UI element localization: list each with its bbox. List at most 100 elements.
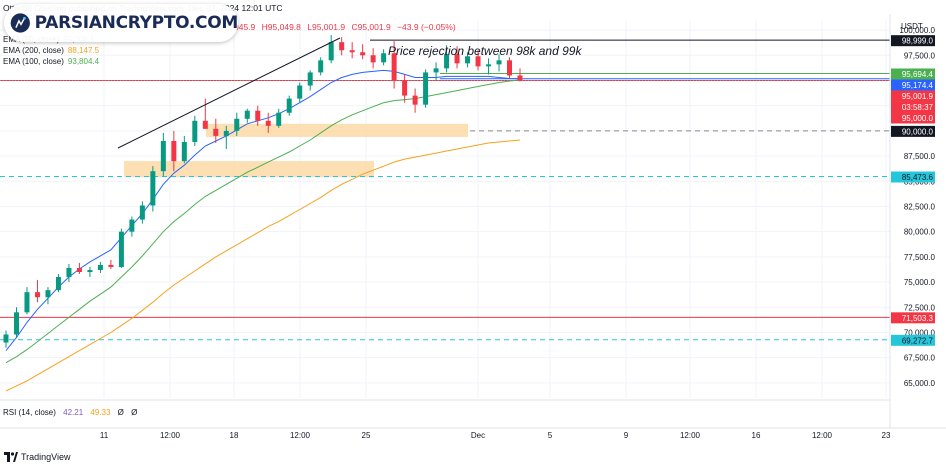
candle-body-6 (66, 267, 72, 278)
candle-body-14 (150, 171, 156, 206)
ema-lines (5, 69, 521, 392)
price-tick-label-7: 82,500.0 (904, 202, 936, 211)
price-tick-label-1: 67,500.0 (904, 354, 936, 363)
price-tick-label-2: 70,000.0 (904, 328, 936, 337)
price-label-bg-7 (891, 312, 935, 324)
price-tick-label-0: 65,000.0 (904, 379, 936, 388)
candle-body-31 (328, 42, 334, 61)
candle-body-42 (444, 54, 450, 69)
price-label-bg-1 (891, 68, 935, 80)
candle-body-22 (234, 118, 240, 131)
candle-body-49 (517, 75, 523, 81)
ema-legend-100[interactable]: EMA (100, close) 93,804.4 (3, 57, 100, 66)
price-label-0: 98,999.0 (902, 37, 934, 46)
candle-body-13 (139, 205, 145, 220)
candle-body-48 (507, 60, 513, 76)
annotation-text[interactable]: Price rejection between 98k and 99k (388, 44, 582, 58)
parsiancrypto-watermark: PARSIANCRYPTO.COM (4, 4, 238, 42)
candle-body-35 (370, 55, 376, 63)
candle-body-7 (76, 267, 82, 272)
candle-body-11 (118, 231, 124, 267)
candle-body-44 (465, 56, 471, 64)
candle-body-24 (255, 110, 261, 121)
candles (3, 35, 523, 348)
candle-body-28 (297, 85, 303, 99)
ohlc-change: −43.9 (−0.05%) (397, 22, 456, 32)
candle-body-41 (433, 68, 439, 73)
currency-label[interactable]: USDT (901, 22, 923, 31)
rsi-legend[interactable]: RSI (14, close) 42.21 49.33 Ø Ø (3, 408, 138, 417)
candle-body-36 (381, 53, 387, 63)
price-label-bg-5 (891, 125, 935, 137)
price-label-7: 71,503.3 (902, 314, 934, 323)
price-label-4: 95,000.0 (902, 114, 934, 123)
support-zone-1 (124, 161, 374, 178)
time-tick-label-5: Dec (471, 431, 485, 440)
candle-body-3 (34, 292, 40, 298)
candle-body-19 (202, 120, 208, 129)
candle-body-17 (181, 141, 187, 162)
support-zone-0 (206, 123, 468, 137)
price-label-bg-6 (891, 171, 935, 183)
candle-body-40 (423, 72, 429, 105)
candle-body-47 (496, 60, 502, 65)
time-tick-label-6: 5 (548, 431, 553, 440)
time-tick-label-3: 12:00 (290, 431, 311, 440)
price-tick-label-3: 72,500.0 (904, 303, 936, 312)
ohlc-readout: 045.9 H95,049.8 L95,001.9 C95,001.9 −43.… (234, 22, 460, 32)
price-label-1: 95,694.4 (902, 70, 934, 79)
ohlc-low: L95,001.9 (307, 22, 346, 32)
ema-100-line (5, 79, 521, 364)
candle-body-25 (265, 120, 271, 126)
price-tick-label-5: 77,500.0 (904, 253, 936, 262)
ema-legend-200[interactable]: EMA (200, close) 88,147.5 (3, 46, 100, 55)
candle-body-1 (13, 312, 19, 335)
time-tick-label-2: 18 (230, 431, 239, 440)
price-label-5: 90,000.0 (902, 127, 934, 136)
candle-body-12 (129, 219, 135, 232)
time-tick-label-8: 12:00 (680, 431, 701, 440)
candle-body-5 (55, 277, 61, 291)
candle-body-27 (286, 98, 292, 113)
candle-body-46 (486, 64, 492, 67)
ema-50-line (5, 69, 521, 351)
time-tick-label-1: 12:00 (160, 431, 181, 440)
parsiancrypto-logo-icon (10, 13, 30, 33)
candle-body-18 (192, 120, 198, 142)
countdown-bg (891, 101, 935, 113)
candle-body-4 (45, 290, 51, 298)
candle-body-2 (24, 292, 30, 313)
time-tick-label-10: 12:00 (812, 431, 833, 440)
ohlc-close: C95,001.9 (351, 22, 391, 32)
time-tick-label-11: 23 (882, 431, 891, 440)
price-label-3: 95,001.9 (902, 92, 934, 101)
footer-brand: TradingView (21, 452, 71, 462)
candle-body-43 (454, 54, 460, 64)
candle-body-21 (223, 130, 229, 136)
candle-body-32 (339, 42, 345, 51)
time-axis[interactable]: 11 12:00 18 12:00 25 Dec 5 9 12:00 16 12:00 23 (100, 431, 891, 440)
candle-body-30 (318, 60, 324, 73)
candle-body-8 (87, 269, 93, 272)
price-tick-label-6: 80,000.0 (904, 228, 936, 237)
tradingview-footer[interactable]: TradingView (4, 452, 71, 462)
price-label-bg-8 (891, 334, 935, 346)
countdown-label: 03:58:37 (902, 103, 934, 112)
candle-body-0 (3, 334, 9, 343)
candle-body-23 (244, 110, 250, 119)
ohlc-high: H95,049.8 (261, 22, 301, 32)
watermark-text: PARSIANCRYPTO.COM (34, 13, 239, 33)
price-tick-label-9: 87,500.0 (904, 152, 936, 161)
price-label-bg-4 (891, 112, 935, 124)
candle-body-26 (276, 112, 282, 126)
candle-body-34 (360, 52, 366, 56)
trendline[interactable] (117, 37, 341, 149)
candle-body-9 (97, 264, 103, 270)
price-label-8: 69,272.7 (902, 336, 934, 345)
candle-body-33 (349, 50, 355, 53)
price-tick-label-13: 97,500.0 (904, 51, 936, 60)
price-axis[interactable]: 65,000.0 67,500.0 70,000.0 72,500.0 75,000.0… (889, 14, 936, 428)
ohlc-open: 045.9 (234, 22, 256, 32)
support-zones (124, 123, 468, 178)
